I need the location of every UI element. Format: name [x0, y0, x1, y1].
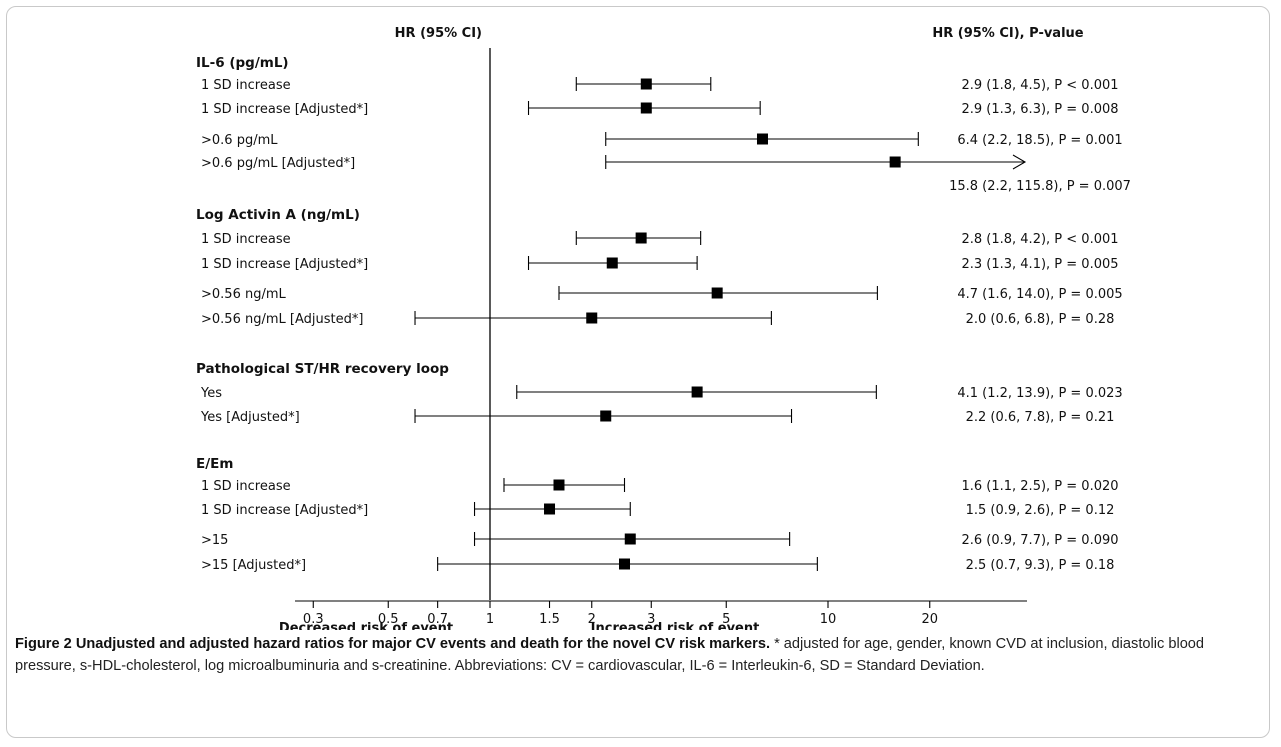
- result-text: 2.0 (0.6, 6.8), P = 0.28: [966, 312, 1115, 327]
- row-label: >0.56 ng/mL: [201, 287, 287, 302]
- result-text: 15.8 (2.2, 115.8), P = 0.007: [949, 179, 1131, 194]
- hr-point: [606, 257, 618, 269]
- row-label: >15: [201, 533, 228, 548]
- result-text: 2.3 (1.3, 4.1), P = 0.005: [961, 257, 1118, 272]
- result-text: 4.1 (1.2, 13.9), P = 0.023: [957, 386, 1122, 401]
- hr-point: [553, 479, 565, 491]
- row-label: >0.6 pg/mL [Adjusted*]: [201, 156, 355, 171]
- hr-point: [600, 410, 612, 422]
- x-tick-label: 10: [820, 612, 837, 627]
- result-text: 4.7 (1.6, 14.0), P = 0.005: [957, 287, 1122, 302]
- group-title: Pathological ST/HR recovery loop: [196, 361, 449, 377]
- hr-point: [624, 533, 636, 545]
- forest-plot: HR (95% CI) HR (95% CI), P-value IL-6 (pg/…: [196, 26, 1131, 630]
- x-tick-label: 20: [921, 612, 938, 627]
- row-label: 1 SD increase: [201, 78, 291, 93]
- caption-body: * adjusted for age, gender, known CVD at…: [15, 636, 1205, 674]
- row-label: >0.56 ng/mL [Adjusted*]: [201, 312, 363, 327]
- figure-frame: [6, 6, 1270, 738]
- x-tick-label: 0.5: [378, 612, 399, 627]
- x-tick-label: 1.5: [539, 612, 560, 627]
- hr-point: [889, 156, 901, 168]
- result-text: 2.9 (1.8, 4.5), P < 0.001: [961, 78, 1118, 93]
- hr-point: [711, 287, 723, 299]
- x-tick-label: 0.7: [427, 612, 448, 627]
- result-text: 1.5 (0.9, 2.6), P = 0.12: [966, 503, 1115, 518]
- result-text: 2.8 (1.8, 4.2), P < 0.001: [961, 232, 1118, 247]
- direction-label-right: Increased risk of event: [591, 621, 760, 630]
- group-title: Log Activin A (ng/mL): [196, 207, 360, 223]
- hr-point: [635, 232, 647, 244]
- hr-point: [544, 503, 556, 515]
- row-label: >0.6 pg/mL: [201, 133, 278, 148]
- ci-arrow: [1012, 154, 1027, 170]
- x-tick-label: 3: [647, 612, 655, 627]
- hr-point: [756, 133, 768, 145]
- group-title: IL-6 (pg/mL): [196, 55, 289, 71]
- figure-caption: Figure 2 Unadjusted and adjusted hazard …: [15, 634, 1260, 677]
- row-label: >15 [Adjusted*]: [201, 558, 306, 573]
- result-text: 2.9 (1.3, 6.3), P = 0.008: [961, 102, 1118, 117]
- result-text: 2.2 (0.6, 7.8), P = 0.21: [966, 410, 1115, 425]
- direction-label-left: Decreased risk of event: [279, 621, 453, 630]
- row-label: 1 SD increase [Adjusted*]: [201, 503, 368, 518]
- row-label: 1 SD increase [Adjusted*]: [201, 257, 368, 272]
- hr-point: [640, 78, 652, 90]
- header-left: HR (95% CI): [395, 26, 482, 41]
- result-text: 2.5 (0.7, 9.3), P = 0.18: [966, 558, 1115, 573]
- hr-point: [586, 312, 598, 324]
- group-title: E/Em: [196, 456, 233, 472]
- result-text: 1.6 (1.1, 2.5), P = 0.020: [961, 479, 1118, 494]
- caption-title: Figure 2 Unadjusted and adjusted hazard …: [15, 636, 771, 652]
- hr-point: [691, 386, 703, 398]
- result-text: 2.6 (0.9, 7.7), P = 0.090: [961, 533, 1118, 548]
- row-label: 1 SD increase: [201, 232, 291, 247]
- header-right: HR (95% CI), P-value: [932, 26, 1083, 41]
- x-tick-label: 1: [486, 612, 494, 627]
- row-label: Yes [Adjusted*]: [200, 410, 300, 425]
- x-tick-label: 0.3: [303, 612, 324, 627]
- row-label: 1 SD increase: [201, 479, 291, 494]
- row-label: 1 SD increase [Adjusted*]: [201, 102, 368, 117]
- hr-point: [640, 102, 652, 114]
- x-tick-label: 2: [588, 612, 596, 627]
- row-label: Yes: [200, 386, 222, 401]
- hr-point: [619, 558, 631, 570]
- x-tick-label: 5: [722, 612, 730, 627]
- result-text: 6.4 (2.2, 18.5), P = 0.001: [957, 133, 1122, 148]
